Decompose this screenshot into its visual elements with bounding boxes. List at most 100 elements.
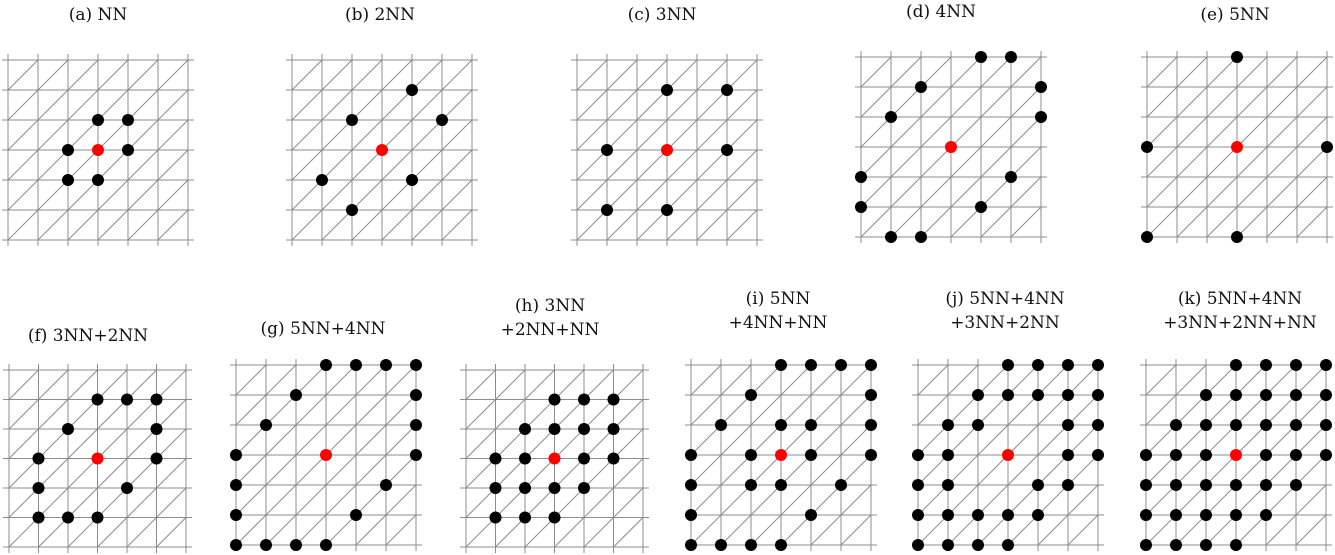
grid-line-diagonal bbox=[8, 369, 39, 400]
neighbor-site bbox=[1062, 479, 1074, 491]
neighbor-site bbox=[1005, 51, 1017, 63]
grid-line-diagonal bbox=[295, 424, 417, 546]
neighbor-site bbox=[885, 111, 897, 123]
neighbor-site bbox=[912, 539, 924, 551]
grid-line-diagonal bbox=[860, 56, 892, 88]
grid-line-diagonal bbox=[860, 56, 982, 178]
neighbor-site bbox=[745, 479, 757, 491]
neighbor-site bbox=[150, 393, 162, 405]
neighbor-site bbox=[1230, 389, 1242, 401]
grid-line-diagonal bbox=[291, 59, 353, 121]
grid-line-diagonal bbox=[7, 59, 99, 151]
grid-line-diagonal bbox=[441, 209, 473, 241]
center-site bbox=[661, 144, 673, 156]
center-site bbox=[548, 452, 560, 464]
grid-line-diagonal bbox=[96, 457, 186, 547]
grid-line-diagonal bbox=[690, 364, 752, 426]
panel-title: (f) 3NN+2NN bbox=[3, 324, 173, 348]
grid-line-diagonal bbox=[612, 516, 643, 547]
panel-title-line: (g) 5NN+4NN bbox=[260, 319, 386, 339]
neighbor-site bbox=[805, 359, 817, 371]
neighbor-site bbox=[661, 204, 673, 216]
neighbor-site bbox=[577, 393, 590, 405]
neighbor-site bbox=[290, 539, 302, 551]
neighbor-site bbox=[1170, 479, 1182, 491]
grid-line-diagonal bbox=[576, 59, 638, 121]
neighbor-site bbox=[855, 171, 867, 183]
neighbor-site bbox=[865, 359, 877, 371]
lattice-diagram bbox=[459, 363, 649, 553]
grid-line-diagonal bbox=[7, 59, 39, 91]
grid-line-diagonal bbox=[465, 369, 555, 459]
neighbor-site bbox=[835, 479, 847, 491]
grid-line-diagonal bbox=[750, 424, 872, 546]
neighbor-site bbox=[715, 419, 727, 431]
lattice-diagram bbox=[286, 54, 478, 246]
grid-line-diagonal bbox=[780, 454, 872, 546]
panel-title-line: (k) 5NN+4NN bbox=[1177, 289, 1303, 309]
neighbor-site bbox=[380, 479, 392, 491]
neighbor-site bbox=[745, 539, 757, 551]
neighbor-site bbox=[607, 452, 619, 464]
neighbor-site bbox=[1032, 479, 1044, 491]
grid-line-diagonal bbox=[947, 394, 1099, 546]
grid-line-diagonal bbox=[1146, 56, 1298, 208]
grid-line-diagonal bbox=[636, 119, 758, 241]
center-site bbox=[320, 449, 332, 461]
panel-title-line: (e) 5NN bbox=[1200, 5, 1270, 25]
neighbor-site bbox=[1290, 359, 1302, 371]
neighbor-site bbox=[1092, 389, 1104, 401]
grid-line-diagonal bbox=[1295, 514, 1327, 546]
panel-title: (d) 4NN bbox=[891, 0, 991, 24]
panel-title-line: +2NN+NN bbox=[500, 320, 600, 340]
grid-line-diagonal bbox=[1235, 454, 1327, 546]
neighbor-site bbox=[942, 479, 954, 491]
neighbor-site bbox=[548, 422, 560, 435]
grid-line-diagonal bbox=[235, 364, 267, 396]
grid-line-diagonal bbox=[690, 364, 722, 396]
grid-line-diagonal bbox=[235, 364, 387, 516]
neighbor-site bbox=[548, 393, 560, 405]
grid-line-diagonal bbox=[576, 59, 728, 211]
neighbor-site bbox=[1260, 479, 1272, 491]
neighbor-site bbox=[1002, 539, 1014, 551]
grid-line-diagonal bbox=[355, 484, 417, 546]
grid-line-diagonal bbox=[1146, 56, 1208, 118]
lattice-diagram bbox=[230, 359, 422, 551]
neighbor-site bbox=[865, 449, 877, 461]
grid-line-diagonal bbox=[8, 369, 98, 459]
neighbor-site bbox=[350, 359, 362, 371]
neighbor-site bbox=[346, 114, 358, 126]
neighbor-site bbox=[1260, 359, 1272, 371]
neighbor-site bbox=[122, 144, 134, 156]
neighbor-site bbox=[942, 449, 954, 461]
center-site bbox=[376, 144, 388, 156]
neighbor-site bbox=[835, 359, 847, 371]
neighbor-site bbox=[1032, 509, 1044, 521]
neighbor-site bbox=[685, 479, 697, 491]
grid-line-diagonal bbox=[576, 59, 668, 151]
neighbor-site bbox=[607, 393, 619, 405]
neighbor-site bbox=[150, 422, 162, 435]
grid-line-diagonal bbox=[576, 59, 608, 91]
neighbor-site bbox=[607, 422, 619, 435]
neighbor-site bbox=[1092, 359, 1104, 371]
grid-line-diagonal bbox=[465, 369, 525, 429]
panel-title-line: +3NN+2NN bbox=[950, 313, 1060, 333]
neighbor-site bbox=[1062, 359, 1074, 371]
grid-line-diagonal bbox=[696, 179, 758, 241]
grid-line-diagonal bbox=[1145, 364, 1237, 456]
grid-line-diagonal bbox=[37, 89, 189, 241]
grid-line-diagonal bbox=[890, 86, 1042, 238]
neighbor-site bbox=[260, 419, 272, 431]
grid-line-diagonal bbox=[860, 56, 952, 148]
grid-line-diagonal bbox=[465, 369, 496, 400]
neighbor-site bbox=[120, 393, 133, 405]
neighbor-site bbox=[715, 539, 727, 551]
neighbor-site bbox=[91, 393, 103, 405]
neighbor-site bbox=[1200, 539, 1212, 551]
grid-line-diagonal bbox=[1206, 116, 1328, 238]
neighbor-site bbox=[601, 144, 613, 156]
grid-line-diagonal bbox=[126, 487, 186, 547]
neighbor-site bbox=[885, 231, 897, 243]
